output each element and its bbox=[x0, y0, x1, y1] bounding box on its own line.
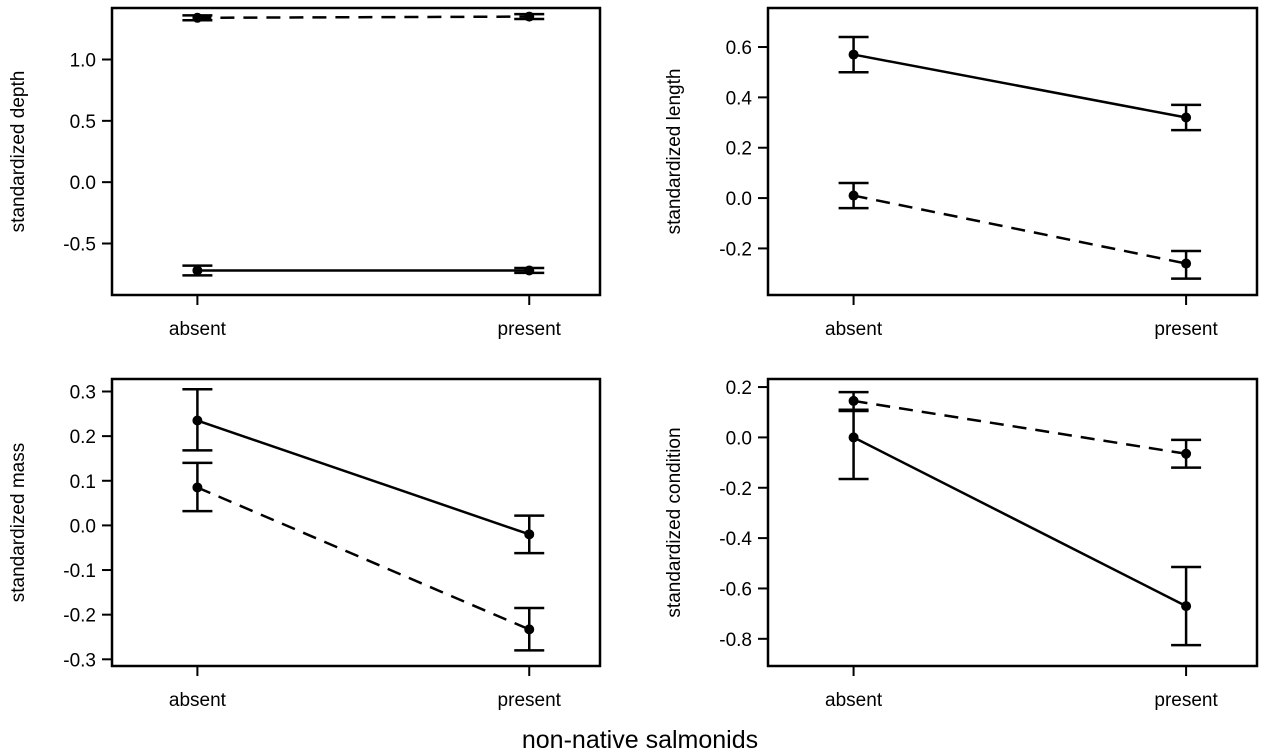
series-line-solid bbox=[853, 53, 1187, 119]
x-tick-label: absent bbox=[169, 319, 227, 340]
data-point bbox=[1181, 448, 1192, 459]
y-tick-label: -0.5 bbox=[63, 234, 96, 255]
series-line-dashed bbox=[853, 194, 1187, 265]
x-tick-label: present bbox=[498, 690, 562, 711]
y-tick-label: 0.0 bbox=[70, 173, 96, 194]
y-axis-label: standardized condition bbox=[664, 427, 685, 617]
y-tick-label: -0.3 bbox=[63, 650, 96, 671]
y-tick-label: 0.3 bbox=[70, 382, 96, 403]
plot-frame bbox=[766, 377, 1259, 668]
y-tick-label: 0.1 bbox=[70, 472, 96, 493]
plot-frame bbox=[110, 6, 602, 297]
series-dashed bbox=[182, 11, 545, 23]
series-line-dashed bbox=[853, 399, 1187, 456]
data-point bbox=[192, 482, 203, 493]
series-dashed bbox=[838, 390, 1202, 469]
x-tick-label: present bbox=[1154, 690, 1218, 711]
y-tick-label: 0.0 bbox=[70, 516, 96, 537]
data-point bbox=[1181, 258, 1192, 269]
y-tick-label: -0.4 bbox=[719, 529, 752, 550]
data-point bbox=[192, 265, 203, 276]
x-tick-label: absent bbox=[169, 690, 227, 711]
x-tick-label: absent bbox=[825, 319, 883, 340]
y-axis-label: standardized mass bbox=[8, 443, 29, 602]
chart-panel-2: -0.2 0.0 0.2 0.4 0.6 absent present standardize… bbox=[664, 6, 1259, 340]
series-solid bbox=[838, 409, 1202, 647]
y-tick-label: 0.2 bbox=[70, 427, 96, 448]
plot-frame bbox=[766, 6, 1259, 297]
chart-panel-3: -0.3 -0.2 -0.1 0.0 0.1 0.2 0.3 absent present sta… bbox=[8, 377, 602, 711]
panels: -0.5 0.0 0.5 1.0 absent present standardized d… bbox=[8, 6, 1259, 711]
series-solid bbox=[182, 264, 545, 277]
series-solid bbox=[838, 35, 1202, 132]
y-tick-label: -0.6 bbox=[719, 579, 752, 600]
series-solid bbox=[182, 388, 545, 555]
y-tick-label: 0.2 bbox=[726, 378, 752, 399]
data-point bbox=[524, 265, 535, 276]
series-line-solid bbox=[853, 436, 1187, 608]
plot-frame bbox=[110, 377, 602, 668]
series-dashed bbox=[182, 461, 545, 652]
series-line-solid bbox=[196, 419, 530, 536]
data-point bbox=[192, 12, 203, 23]
x-tick-label: present bbox=[1154, 319, 1218, 340]
chart-panel-1: -0.5 0.0 0.5 1.0 absent present standardized d… bbox=[8, 6, 602, 340]
x-tick-label: absent bbox=[825, 690, 883, 711]
data-point bbox=[848, 190, 859, 201]
data-point bbox=[1181, 601, 1192, 612]
y-tick-label: -0.1 bbox=[63, 561, 96, 582]
data-point bbox=[524, 11, 535, 22]
y-tick-label: 0.0 bbox=[726, 428, 752, 449]
y-tick-label: -0.8 bbox=[719, 630, 752, 651]
y-axis-label: standardized depth bbox=[8, 71, 29, 233]
data-point bbox=[848, 432, 859, 443]
y-tick-label: -0.2 bbox=[719, 239, 752, 260]
figure-x-axis-label: non-native salmonids bbox=[522, 726, 758, 752]
y-tick-label: 0.0 bbox=[726, 189, 752, 210]
series-line-dashed bbox=[196, 486, 530, 631]
data-point bbox=[524, 529, 535, 540]
data-point bbox=[848, 49, 859, 60]
y-axis-label: standardized length bbox=[664, 69, 685, 235]
data-point bbox=[524, 624, 535, 635]
y-tick-label: -0.2 bbox=[63, 606, 96, 627]
y-tick-label: 0.6 bbox=[726, 38, 752, 59]
series-line-dashed bbox=[197, 15, 530, 20]
chart-panel-4: -0.8 -0.6 -0.4 -0.2 0.0 0.2 absent present stand… bbox=[664, 377, 1259, 711]
data-point bbox=[192, 415, 203, 426]
x-tick-label: present bbox=[498, 319, 562, 340]
series-dashed bbox=[838, 181, 1202, 280]
y-tick-label: 0.2 bbox=[726, 139, 752, 160]
data-point bbox=[848, 395, 859, 406]
y-tick-label: 1.0 bbox=[70, 51, 96, 72]
data-point bbox=[1181, 112, 1192, 123]
y-tick-label: 0.4 bbox=[726, 88, 753, 109]
y-tick-label: -0.2 bbox=[719, 479, 752, 500]
y-tick-label: 0.5 bbox=[70, 112, 96, 133]
